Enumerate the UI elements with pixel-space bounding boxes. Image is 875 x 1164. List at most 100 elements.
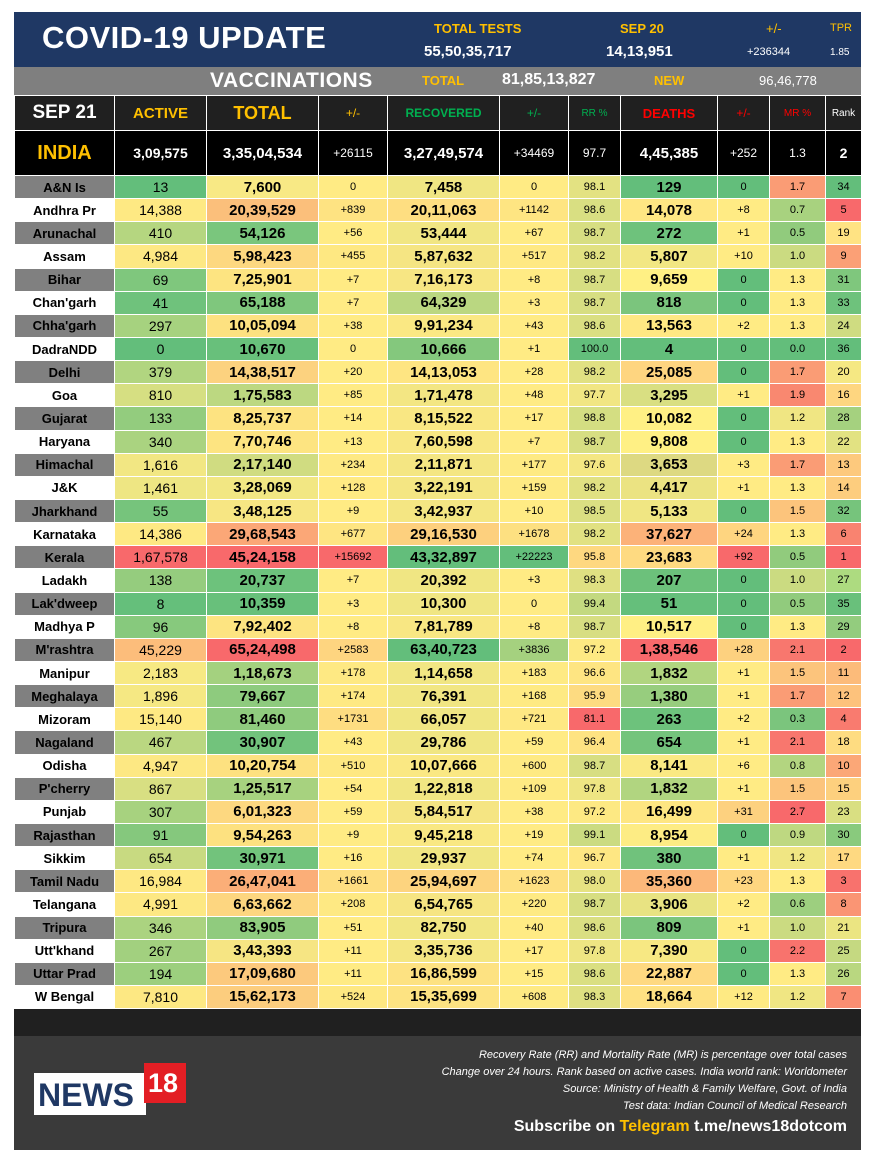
cell-active: 379	[114, 360, 207, 385]
table-row: Chan'garh 41 65,188 +7 64,329 +3 98.7 818 0 1.3 33	[14, 290, 862, 315]
table-row: Rajasthan 91 9,54,263 +9 9,45,218 +19 99.1 8,95…	[14, 822, 862, 848]
state-name: Haryana	[14, 429, 115, 454]
cell-rec-change: +17	[499, 406, 569, 431]
cell-deaths: 10,082	[620, 406, 718, 431]
vaccinations-bar: VACCINATIONS TOTAL 81,85,13,827 NEW 96,4…	[14, 67, 861, 95]
cell-rr: 99.1	[568, 822, 621, 848]
cell-deaths: 10,517	[620, 614, 718, 639]
covid-update-card: COVID-19 UPDATE TOTAL TESTS 55,50,35,717…	[14, 12, 862, 1150]
col-rank: Rank	[825, 95, 862, 131]
cell-rec-change: +74	[499, 846, 569, 871]
cell-change: +2583	[318, 637, 388, 662]
cell-active: 69	[114, 267, 207, 292]
footnote-tests: Test data: Indian Council of Medical Res…	[623, 1100, 847, 1112]
cell-rank: 2	[825, 637, 862, 662]
cell-total: 9,54,263	[206, 822, 319, 848]
cell-active: 8	[114, 591, 207, 616]
cell-death-change: +31	[717, 799, 770, 824]
cell-rr: 98.7	[568, 267, 621, 292]
col-date: SEP 21	[14, 95, 115, 131]
cell-rec-change: +28	[499, 360, 569, 385]
cell-active: 13	[114, 174, 207, 200]
cell-mr: 1.9	[769, 383, 826, 408]
cell-recovered: 1,22,818	[387, 776, 500, 801]
india-deaths: 4,45,385	[620, 130, 718, 176]
cell-change: +510	[318, 753, 388, 778]
table-row: Karnataka 14,386 29,68,543 +677 29,16,530 +16…	[14, 522, 862, 547]
cell-mr: 1.3	[769, 313, 826, 338]
state-name: Jharkhand	[14, 498, 115, 524]
cell-active: 4,947	[114, 753, 207, 778]
cell-mr: 1.3	[769, 267, 826, 292]
cell-change: +51	[318, 915, 388, 940]
cell-change: +9	[318, 498, 388, 524]
cell-deaths: 818	[620, 290, 718, 315]
vaccinations-total-value: 81,85,13,827	[502, 71, 596, 88]
cell-rr: 98.6	[568, 915, 621, 940]
page-title: COVID-19 UPDATE	[42, 20, 327, 55]
news18-logo: NEWS 18	[34, 1063, 186, 1115]
cell-total: 83,905	[206, 915, 319, 940]
state-name: Utt'khand	[14, 938, 115, 963]
cell-rank: 15	[825, 776, 862, 801]
cell-rank: 9	[825, 244, 862, 269]
cell-deaths: 14,078	[620, 198, 718, 223]
cell-deaths: 129	[620, 174, 718, 200]
col-active: ACTIVE	[114, 95, 207, 131]
cell-change: +174	[318, 684, 388, 709]
state-name: Odisha	[14, 753, 115, 778]
cell-recovered: 29,937	[387, 846, 500, 871]
cell-rr: 97.2	[568, 637, 621, 662]
cell-rr: 97.2	[568, 799, 621, 824]
cell-death-change: 0	[717, 961, 770, 986]
header-bar: COVID-19 UPDATE TOTAL TESTS 55,50,35,717…	[14, 12, 861, 67]
cell-death-change: +1	[717, 846, 770, 871]
table-row: Jharkhand 55 3,48,125 +9 3,42,937 +10 98.5 5,13…	[14, 498, 862, 524]
table-row: Bihar 69 7,25,901 +7 7,16,173 +8 98.7 9,659 0 1.3…	[14, 267, 862, 292]
cell-rr: 98.7	[568, 221, 621, 246]
state-name: W Bengal	[14, 984, 115, 1010]
state-name: P'cherry	[14, 776, 115, 801]
cell-rr: 97.8	[568, 938, 621, 963]
col-recovered: RECOVERED	[387, 95, 500, 131]
cell-death-change: 0	[717, 568, 770, 593]
cell-total: 10,20,754	[206, 753, 319, 778]
cell-deaths: 5,133	[620, 498, 718, 524]
cell-rank: 36	[825, 336, 862, 362]
cell-rec-change: 0	[499, 174, 569, 200]
cell-deaths: 8,954	[620, 822, 718, 848]
cell-active: 2,183	[114, 660, 207, 686]
footer: NEWS 18 Recovery Rate (RR) and Mortality…	[14, 1036, 861, 1150]
telegram-link[interactable]: Telegram	[619, 1118, 690, 1135]
cell-deaths: 4	[620, 336, 718, 362]
cell-recovered: 66,057	[387, 707, 500, 732]
cell-rec-change: +3836	[499, 637, 569, 662]
cell-change: +14	[318, 406, 388, 431]
cell-recovered: 8,15,522	[387, 406, 500, 431]
total-tests-label: TOTAL TESTS	[434, 21, 522, 36]
cell-active: 867	[114, 776, 207, 801]
cell-rec-change: +183	[499, 660, 569, 686]
state-name: Bihar	[14, 267, 115, 292]
cell-mr: 1.5	[769, 498, 826, 524]
cell-rank: 34	[825, 174, 862, 200]
cell-mr: 2.7	[769, 799, 826, 824]
cell-mr: 0.3	[769, 707, 826, 732]
cell-death-change: 0	[717, 336, 770, 362]
total-tests-value: 55,50,35,717	[424, 43, 512, 60]
cell-rank: 22	[825, 429, 862, 454]
state-name: Arunachal	[14, 221, 115, 246]
state-name: Tamil Nadu	[14, 869, 115, 894]
cell-total: 10,05,094	[206, 313, 319, 338]
cell-rr: 98.6	[568, 961, 621, 986]
cell-rec-change: +59	[499, 730, 569, 755]
cell-rr: 95.9	[568, 684, 621, 709]
cell-rr: 98.7	[568, 429, 621, 454]
cell-rr: 99.4	[568, 591, 621, 616]
cell-total: 79,667	[206, 684, 319, 709]
telegram-url[interactable]: t.me/news18dotcom	[694, 1118, 847, 1135]
cell-mr: 0.5	[769, 591, 826, 616]
cell-active: 41	[114, 290, 207, 315]
cell-mr: 2.1	[769, 730, 826, 755]
table-row: Delhi 379 14,38,517 +20 14,13,053 +28 98.2 25,0…	[14, 360, 862, 385]
